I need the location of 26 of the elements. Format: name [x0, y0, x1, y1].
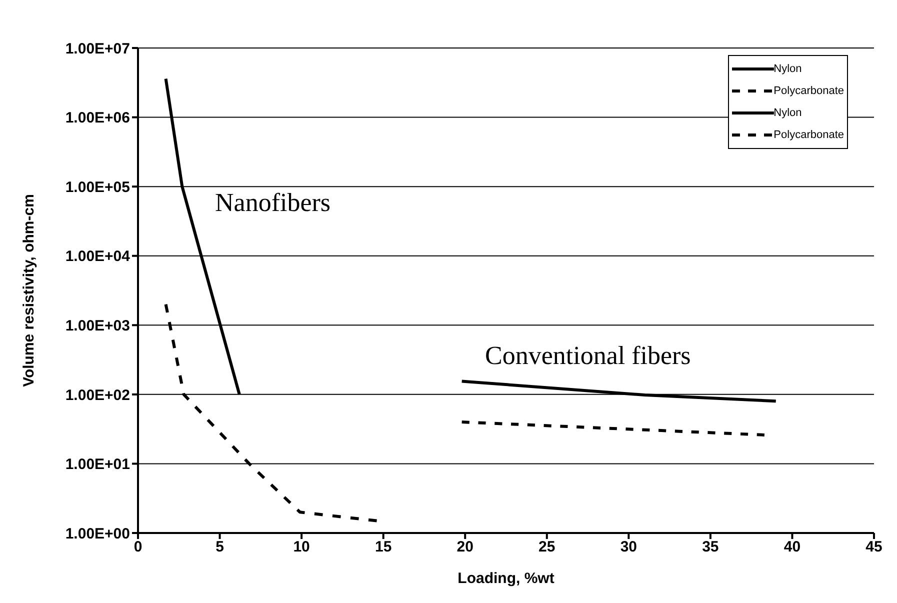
y-tick-label: 1.00E+00: [65, 525, 130, 542]
y-tick-label: 1.00E+06: [65, 110, 130, 127]
x-tick-label: 35: [702, 538, 719, 556]
y-tick-label: 1.00E+03: [65, 317, 130, 334]
x-tick-label: 30: [620, 538, 638, 556]
x-tick-label: 15: [374, 538, 392, 556]
x-tick-label: 10: [293, 538, 310, 556]
y-axis-title: Volume resistivity, ohm-cm: [20, 194, 38, 387]
y-tick-label: 1.00E+05: [65, 178, 130, 196]
x-tick-label: 20: [456, 538, 474, 556]
y-tick-label: 1.00E+01: [65, 456, 130, 474]
legend-label: Nylon: [774, 63, 802, 75]
legend-label: Polycarbonate: [774, 129, 844, 141]
x-tick-label: 25: [538, 538, 556, 556]
y-tick-label: 1.00E+02: [65, 386, 130, 404]
x-tick-label: 5: [216, 538, 224, 556]
annotation: Conventional fibers: [485, 341, 691, 371]
legend-label: Nylon: [774, 107, 802, 119]
legend-label: Polycarbonate: [774, 85, 844, 97]
y-tick-label: 1.00E+04: [65, 248, 131, 266]
y-tick-label: 1.00E+07: [65, 40, 130, 58]
x-tick-label: 0: [134, 538, 142, 556]
x-tick-label: 40: [784, 538, 801, 556]
annotation: Nanofibers: [215, 188, 331, 218]
x-tick-label: 45: [866, 538, 882, 556]
x-axis-title: Loading, %wt: [458, 570, 554, 587]
